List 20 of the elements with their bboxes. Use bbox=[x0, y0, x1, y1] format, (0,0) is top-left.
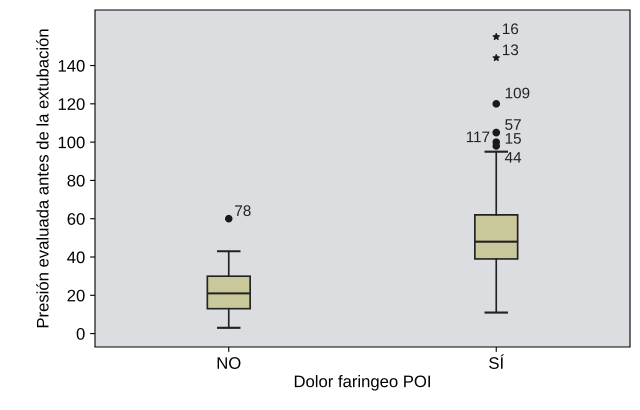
y-tick-label: 40 bbox=[67, 251, 85, 264]
y-tick-label: 140 bbox=[58, 60, 85, 72]
annotation: 117 bbox=[466, 132, 490, 142]
annotation: 15 bbox=[506, 133, 521, 144]
annotation: 16 bbox=[502, 23, 518, 34]
y-tick-label: 100 bbox=[58, 136, 85, 148]
x-tick-label: SÍ bbox=[489, 354, 504, 369]
annotation: 13 bbox=[502, 44, 518, 56]
y-axis-title: Presión evaluada antes de la extubación bbox=[36, 29, 49, 328]
annotation: 109 bbox=[506, 88, 530, 98]
y-tick-label: 0 bbox=[76, 328, 85, 340]
y-tick-label: 120 bbox=[58, 98, 85, 110]
y-tick-label: 80 bbox=[67, 174, 85, 187]
y-tick-label: 20 bbox=[68, 290, 85, 302]
x-axis-title: Dolor faringeo POI bbox=[294, 375, 430, 391]
annotation: 78 bbox=[235, 205, 251, 216]
x-tick-label: NO bbox=[218, 357, 240, 369]
y-tick-label: 60 bbox=[68, 213, 85, 225]
annotation: 44 bbox=[504, 152, 522, 163]
annotation: 57 bbox=[505, 119, 521, 130]
